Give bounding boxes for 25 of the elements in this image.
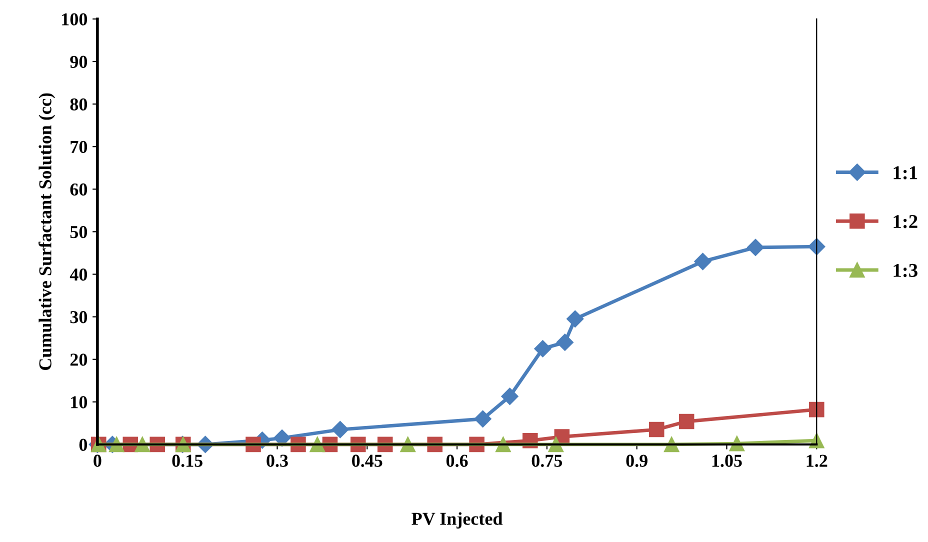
y-tick-label: 40: [70, 268, 88, 281]
y-tick-label: 20: [70, 354, 88, 366]
y-tick-label: 30: [70, 311, 88, 324]
y-tick-label: 60: [70, 183, 88, 196]
x-tick-label: 0.45: [352, 454, 382, 467]
x-tick-label: 0.75: [532, 454, 562, 467]
x-tick-label: 0.15: [172, 454, 202, 467]
y-tick-label: 50: [70, 226, 88, 238]
x-tick-label: 0.3: [266, 454, 288, 467]
y-tick-label: 100: [62, 13, 88, 26]
legend-label: 1:2: [894, 215, 918, 228]
x-axis-title: PV Injected: [412, 512, 503, 529]
x-tick-label: 1.2: [806, 454, 828, 467]
x-tick-label: 1.05: [712, 454, 742, 467]
y-tick-label: 10: [71, 396, 88, 408]
y-tick-label: 70: [70, 140, 88, 154]
x-tick-label: 0.9: [626, 454, 648, 467]
legend-label: 1:1: [894, 166, 918, 180]
y-tick-label: 80: [70, 98, 88, 111]
x-tick-label: 0.6: [446, 454, 468, 467]
x-tick-label: 0: [94, 454, 102, 467]
y-tick-label: 90: [70, 56, 88, 68]
y-tick-label: 0: [79, 438, 88, 451]
legend-label: 1:3: [894, 264, 918, 278]
y-axis-title: Cumulative Surfactant Solution (cc): [38, 93, 56, 370]
